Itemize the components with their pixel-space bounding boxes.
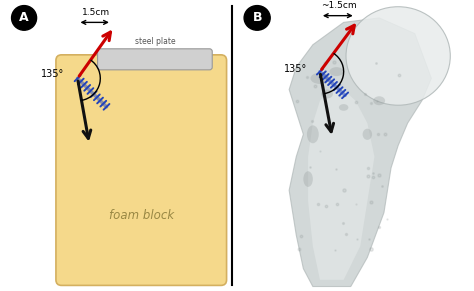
Text: steel plate: steel plate [135,37,175,46]
Polygon shape [308,90,374,280]
Circle shape [244,6,270,30]
Text: A: A [19,11,29,24]
Text: 135°: 135° [284,64,308,74]
Text: 135°: 135° [41,69,64,79]
Circle shape [11,6,36,30]
Ellipse shape [307,125,319,143]
Ellipse shape [339,104,348,111]
Text: 1.5cm: 1.5cm [82,8,110,17]
Polygon shape [289,18,431,287]
Text: foam block: foam block [109,209,174,222]
Ellipse shape [321,90,333,98]
FancyBboxPatch shape [98,49,212,70]
Ellipse shape [374,96,385,105]
Text: B: B [252,11,262,24]
Ellipse shape [329,67,344,76]
Ellipse shape [310,73,329,84]
Ellipse shape [363,129,372,140]
FancyBboxPatch shape [56,55,227,285]
Circle shape [346,7,450,105]
Text: ~1.5cm: ~1.5cm [321,1,357,10]
Ellipse shape [303,171,313,187]
